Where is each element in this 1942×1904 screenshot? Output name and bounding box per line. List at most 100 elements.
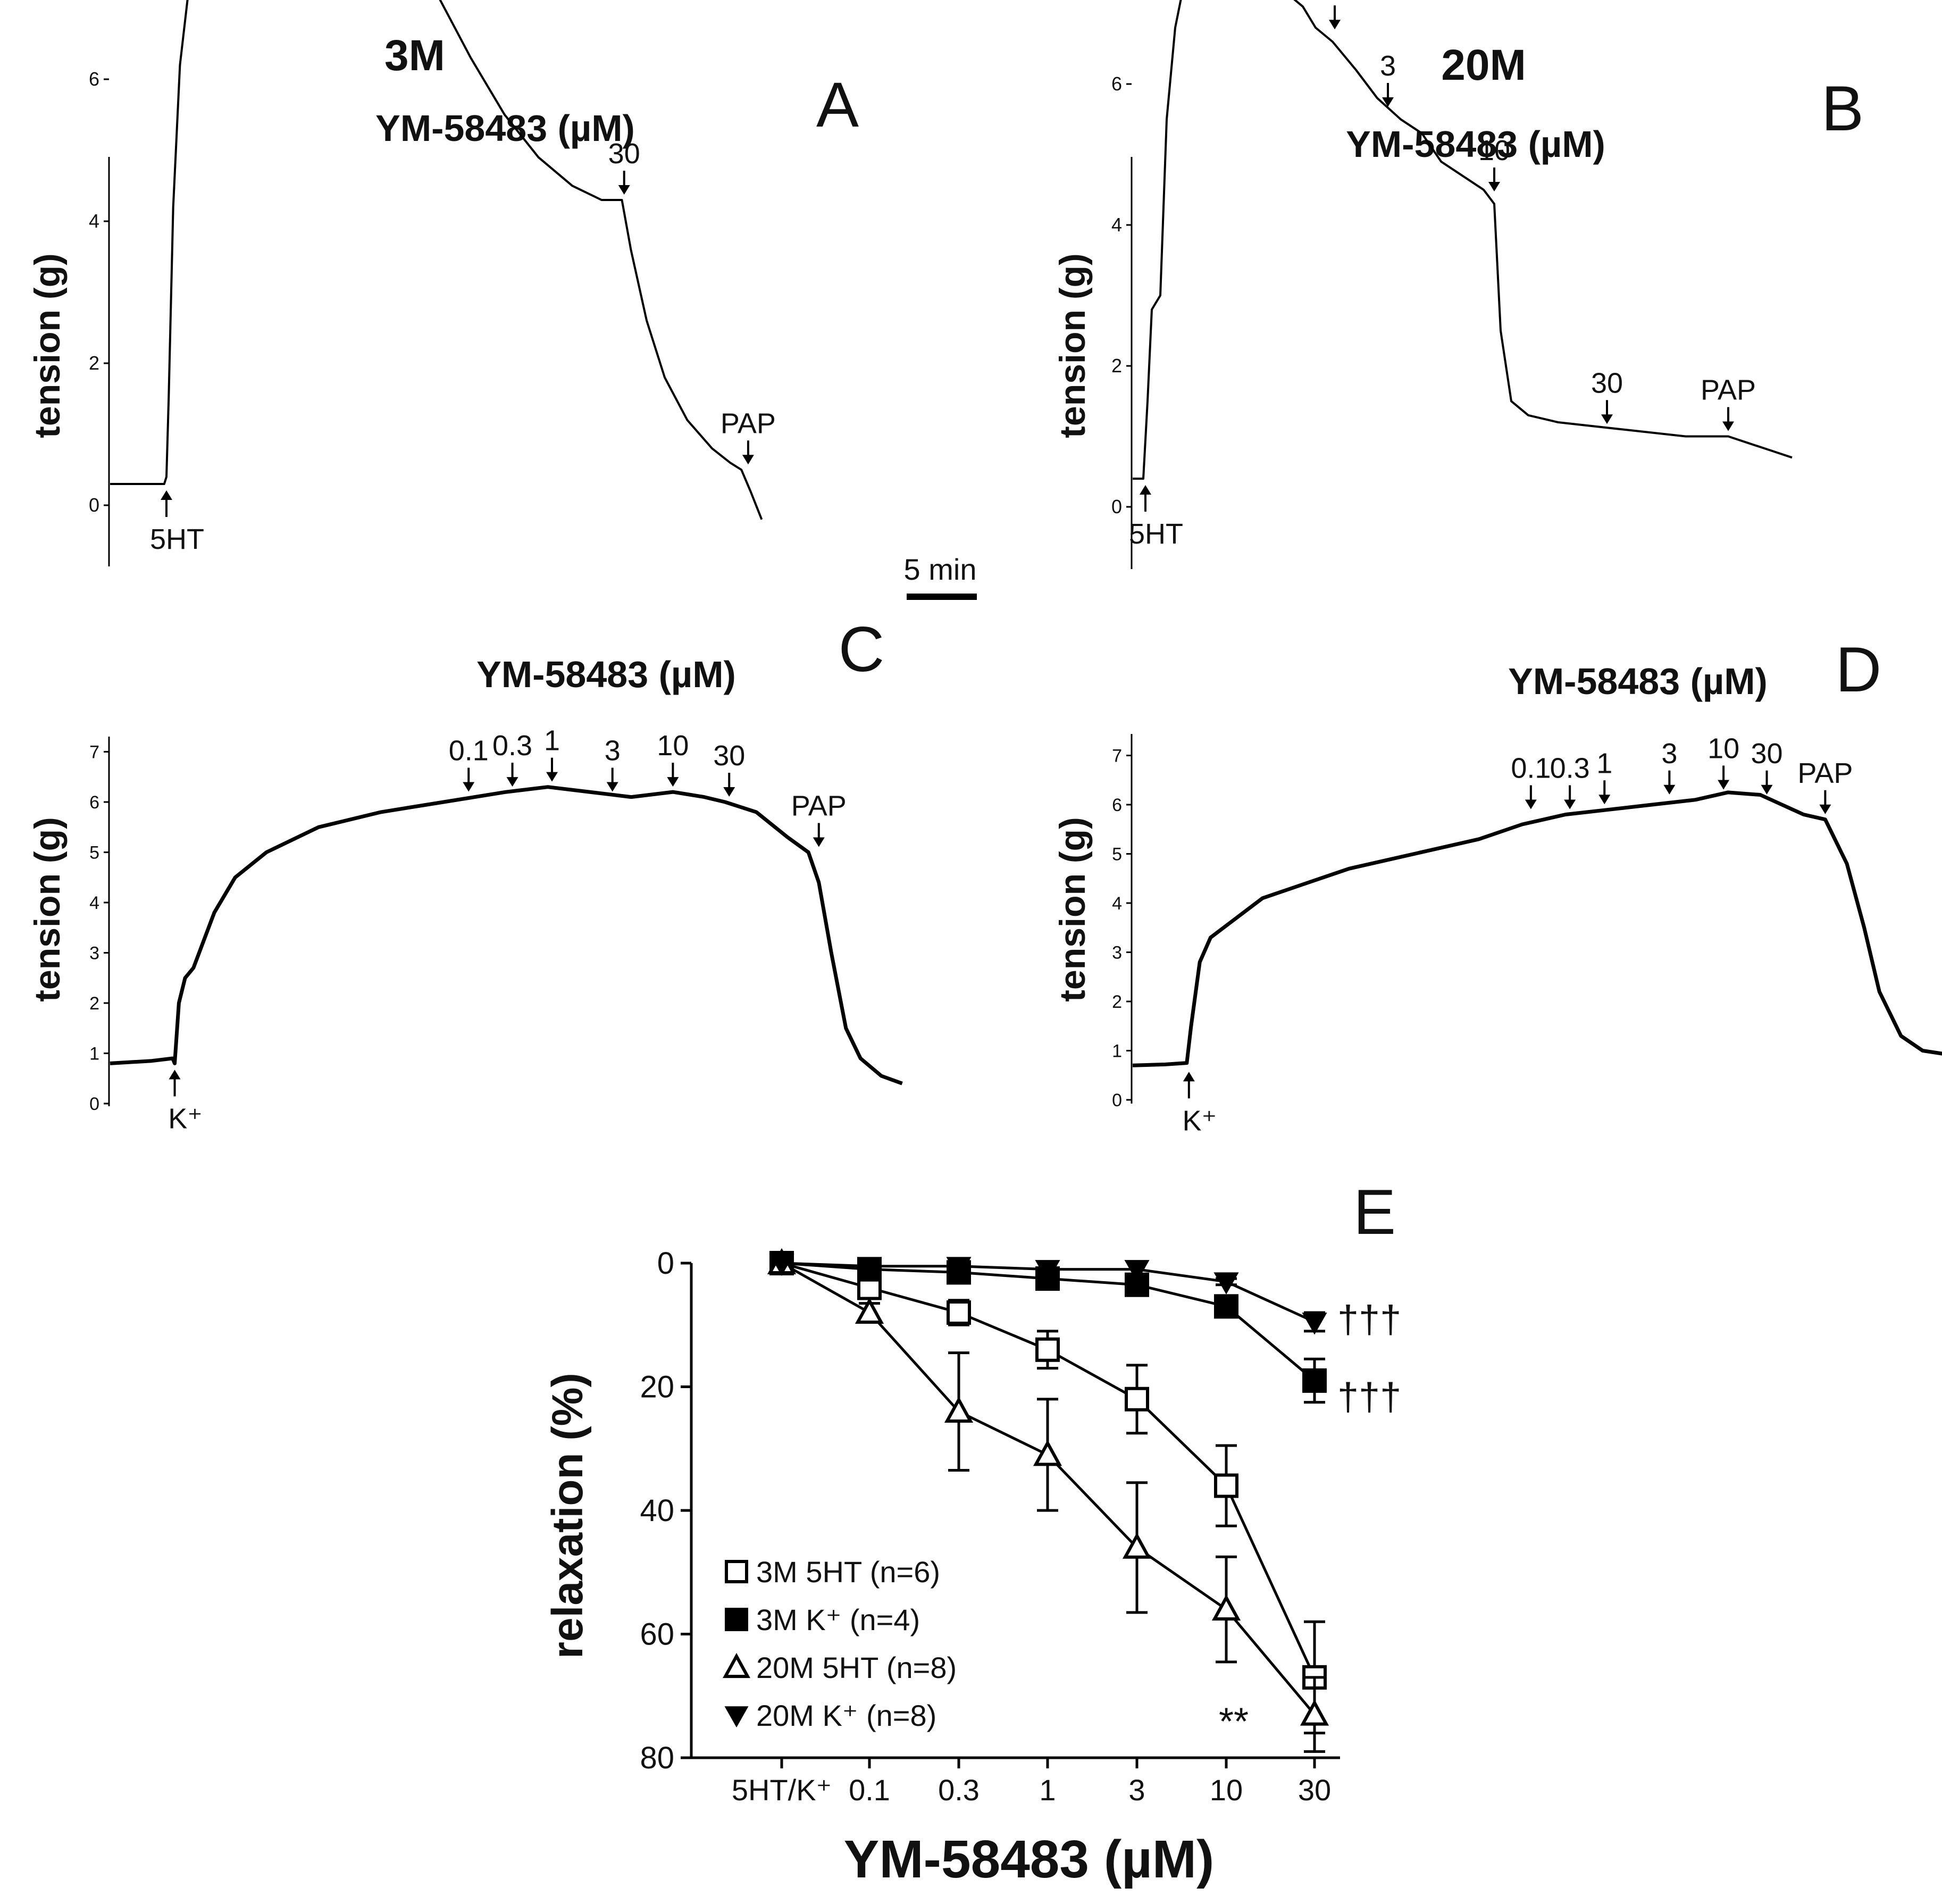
- panel-c-ytick-label: 1: [89, 1044, 99, 1064]
- panel-b-marker-arrowhead: [1329, 20, 1341, 30]
- panel-letter-b: B: [1821, 73, 1864, 144]
- panel-e-legend-label: 20M K⁺ (n=8): [756, 1699, 936, 1732]
- panel-c-marker-label: 0.3: [492, 730, 532, 762]
- panel-d-trace: [1132, 790, 1942, 1067]
- panel-letter-a: A: [816, 69, 859, 140]
- panel-c-marker-arrowhead: [506, 777, 518, 787]
- panel-e-series-2-point: [855, 1297, 884, 1324]
- panel-e-series-3-point: [1302, 1312, 1327, 1335]
- panel-c-marker-arrowhead: [813, 837, 825, 847]
- panel-d-ytick-label: 6: [1112, 795, 1122, 815]
- panel-b-stimulus-label: 5HT: [1129, 518, 1183, 550]
- group-label-3m: 3M: [384, 31, 445, 80]
- panel-d-ytick-label: 3: [1112, 943, 1122, 963]
- panel-d-marker-label: 0.3: [1550, 753, 1590, 784]
- panel-e-xtick-label: 30: [1298, 1773, 1331, 1807]
- panel-b-stimulus-arrowhead: [1140, 485, 1151, 495]
- panel-d-marker-arrowhead: [1718, 780, 1730, 790]
- panel-e-ytick-label: 80: [640, 1741, 674, 1775]
- panel-e-series-2-point: [1122, 1532, 1152, 1559]
- panel-e-legend-label: 20M 5HT (n=8): [756, 1651, 957, 1684]
- panel-e-series-3-point: [1213, 1272, 1239, 1295]
- panel-d-title: YM-58483 (µM): [1508, 661, 1768, 702]
- panel-e-ytick-label: 0: [657, 1246, 674, 1281]
- panel-b-ytick-label: 0: [1111, 496, 1122, 517]
- panel-d-ytick-label: 1: [1112, 1041, 1122, 1062]
- panel-b-marker-label: PAP: [1701, 374, 1756, 406]
- panel-d-marker-arrowhead: [1819, 804, 1831, 814]
- panel-d-stimulus-arrowhead: [1183, 1072, 1195, 1082]
- panel-d-marker-arrowhead: [1598, 795, 1611, 805]
- panel-d-stimulus-label: K⁺: [1183, 1105, 1217, 1137]
- panel-a-ytick-label: 4: [89, 210, 99, 232]
- panel-d-ytick-label: 7: [1112, 746, 1122, 766]
- panel-a-stimulus-arrowhead: [161, 490, 172, 500]
- panel-c-ytick-label: 6: [89, 792, 99, 813]
- panel-a-ytick-label: 0: [89, 494, 99, 516]
- panel-c-marker-label: 10: [657, 730, 689, 762]
- panel-c-ytick-label: 2: [89, 993, 99, 1014]
- scale-bar-label: 5 min: [904, 553, 977, 586]
- panel-a-marker-label: 30: [608, 138, 640, 170]
- panel-e-series-1-point: [1302, 1368, 1327, 1393]
- panel-d-marker-label: 3: [1661, 738, 1677, 770]
- panel-e-series-3-point: [1035, 1260, 1060, 1282]
- panel-a-marker-arrowhead: [742, 455, 754, 465]
- panel-b-trace: [1133, 0, 1793, 480]
- panel-c-marker-label: PAP: [791, 790, 847, 822]
- panel-e: relaxation (%) YM-58483 (µM) 0 20 40 60 80 5H…: [543, 1246, 1401, 1889]
- panel-e-significance-dagger: †††: [1337, 1376, 1401, 1418]
- panel-letter-c: C: [839, 614, 885, 685]
- panel-a: YM-58483 (µM) tension (g) 024680.10.3131…: [27, 0, 776, 566]
- panel-c-marker-label: 0.1: [449, 735, 489, 767]
- panel-c-marker-arrowhead: [546, 772, 558, 782]
- panel-d-marker-label: PAP: [1797, 757, 1853, 789]
- panel-b-ytick-label: 4: [1111, 214, 1122, 236]
- panel-c-marker-arrowhead: [723, 787, 735, 797]
- panel-a-ytick-label: 2: [89, 352, 99, 374]
- panel-d-marker-arrowhead: [1663, 784, 1676, 795]
- panel-d-marker-label: 0.1: [1511, 753, 1551, 784]
- panel-e-series-0-point: [1035, 1337, 1060, 1362]
- panel-e-significance-asterisk: **: [1219, 1700, 1249, 1743]
- panel-b-title: YM-58483 (µM): [1346, 123, 1605, 165]
- group-label-20m: 20M: [1441, 41, 1526, 89]
- panel-b-marker-arrowhead: [1382, 97, 1394, 107]
- panel-c-ytick-label: 7: [89, 742, 99, 763]
- panel-b-ytick-label: 2: [1111, 355, 1122, 377]
- panel-e-xtick-label: 10: [1210, 1773, 1243, 1807]
- panel-a-marker-arrowhead: [618, 185, 630, 195]
- panel-e-legend-marker: [723, 1652, 750, 1678]
- panel-b-marker-arrowhead: [1488, 182, 1500, 191]
- panel-e-ylabel: relaxation (%): [543, 1373, 592, 1659]
- panel-a-marker-label: PAP: [721, 407, 776, 439]
- panel-c-title: YM-58483 (µM): [476, 654, 736, 695]
- panel-e-xtick-label: 0.1: [849, 1773, 890, 1807]
- panel-a-trace: [110, 0, 763, 520]
- panel-c-marker-label: 1: [544, 725, 560, 757]
- panel-c-trace: [110, 785, 903, 1085]
- panel-d-marker-arrowhead: [1564, 799, 1576, 809]
- panel-c-stimulus-label: K⁺: [168, 1103, 203, 1134]
- panel-e-series-3-point: [769, 1254, 794, 1276]
- panel-c-ytick-label: 4: [89, 893, 99, 913]
- panel-c-ytick-label: 0: [89, 1094, 99, 1114]
- panel-e-series-0-point: [1125, 1387, 1149, 1412]
- panel-d-ytick-label: 2: [1112, 992, 1122, 1012]
- panel-e-series-2-point: [1211, 1594, 1241, 1621]
- panel-e-series-2-point: [1300, 1699, 1329, 1726]
- panel-letter-e: E: [1353, 1176, 1396, 1248]
- panel-c-marker-label: 30: [713, 740, 745, 772]
- panel-e-series-1-point: [1214, 1294, 1238, 1319]
- panel-d-marker-arrowhead: [1525, 799, 1537, 809]
- panel-c-ylabel: tension (g): [27, 817, 68, 1002]
- panel-b-marker-arrowhead: [1601, 414, 1613, 424]
- panel-c-marker-label: 3: [605, 735, 621, 767]
- panel-e-legend-marker: [725, 1608, 748, 1631]
- panel-d-ytick-label: 5: [1112, 845, 1122, 865]
- panel-d-marker-arrowhead: [1761, 784, 1773, 795]
- panel-c: YM-58483 (µM) tension (g) 0 1 2 3 4 5 6 7 0.1 0.3…: [27, 654, 903, 1134]
- panel-c-marker-arrowhead: [463, 782, 475, 792]
- panel-b-marker-label: 10: [1478, 135, 1510, 166]
- panel-e-xtick-label: 1: [1039, 1773, 1056, 1807]
